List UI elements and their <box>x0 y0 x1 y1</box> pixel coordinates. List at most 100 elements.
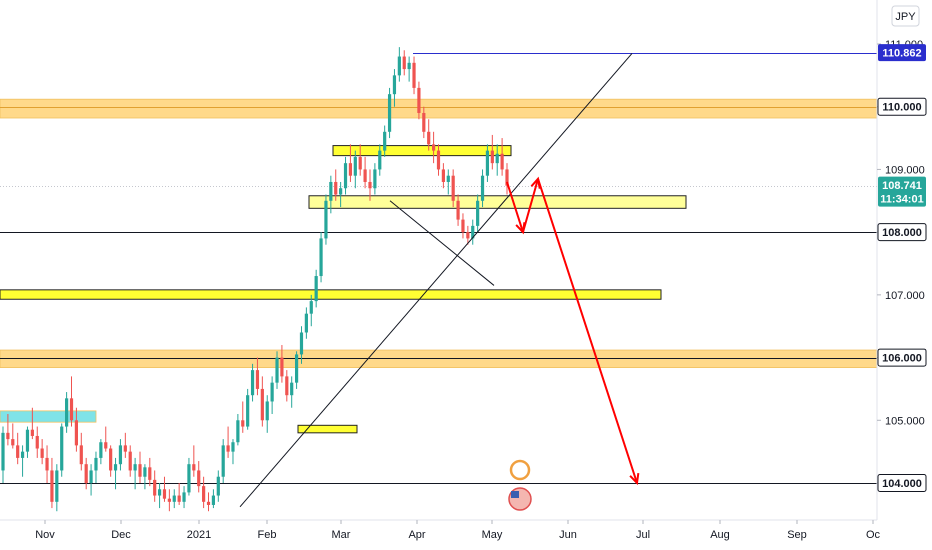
candle <box>466 225 470 245</box>
candle-body <box>182 492 186 502</box>
candle-body <box>94 457 98 471</box>
candle <box>221 439 225 483</box>
candle-body <box>109 448 113 471</box>
candle-body <box>334 181 338 195</box>
candle-body <box>348 163 353 176</box>
candle-body <box>60 426 64 471</box>
candle <box>334 169 338 201</box>
badge-level-104: 104.000 <box>877 474 927 492</box>
candle <box>206 492 211 512</box>
candle-body <box>123 445 127 452</box>
candle <box>294 351 299 389</box>
candle-body <box>427 131 431 145</box>
candle <box>118 439 123 471</box>
candle-body <box>167 498 171 502</box>
candle-body <box>402 56 406 70</box>
candle-body <box>157 489 162 496</box>
candle <box>216 470 220 502</box>
candle <box>378 144 382 176</box>
price-tick-label: 109.000 <box>885 164 925 176</box>
candle-body <box>246 395 250 427</box>
candle <box>451 169 455 208</box>
candle-body <box>231 442 235 452</box>
candle <box>412 56 416 95</box>
time-tick-label: Jun <box>559 529 577 541</box>
candle <box>436 144 441 176</box>
time-tick-label: Oc <box>866 529 881 541</box>
candle-body <box>99 442 103 458</box>
candle <box>461 213 465 239</box>
candle <box>74 407 78 452</box>
candle <box>153 470 157 502</box>
candle <box>35 426 39 458</box>
badge-price: 104.000 <box>882 478 922 490</box>
time-axis[interactable]: Nov Dec 2021 Feb Mar Apr May Jun Jul Aug Sep Oc <box>35 520 881 541</box>
candle-body <box>133 464 137 471</box>
candle <box>432 131 436 164</box>
candle-body <box>40 448 44 458</box>
price-badges: 110.862 110.000 108.741 11:34:01 108.000 106.… <box>877 44 927 492</box>
candle-body <box>280 357 284 377</box>
candle <box>226 426 230 458</box>
candle <box>407 56 411 82</box>
badge-box <box>877 348 927 367</box>
candle <box>65 392 69 433</box>
candle <box>143 464 147 490</box>
badge-level-108: 108.000 <box>877 223 927 242</box>
candle-body <box>197 470 201 487</box>
candle-body <box>84 464 88 483</box>
candle <box>133 457 137 490</box>
zone-105-1 <box>0 410 97 423</box>
badge-price: 106.000 <box>882 353 922 365</box>
candle <box>368 169 372 201</box>
candle-body <box>397 56 401 76</box>
candle <box>45 445 49 483</box>
currency-tag[interactable]: JPY <box>891 5 920 27</box>
candle-body <box>202 486 206 502</box>
candle-body <box>490 150 494 164</box>
badge-high: 110.862 <box>878 44 926 62</box>
candle-body <box>265 401 269 421</box>
candle <box>285 370 289 402</box>
time-tick-label: Sep <box>787 529 807 541</box>
candle <box>446 169 450 195</box>
badge-box <box>877 474 927 492</box>
candle <box>157 483 162 509</box>
zone-108-5 <box>308 195 687 209</box>
candle <box>373 163 377 195</box>
candle-body <box>11 439 15 446</box>
candle <box>348 144 353 182</box>
candle-body <box>211 495 216 505</box>
candle <box>505 163 509 195</box>
badge-box <box>878 44 926 62</box>
candle-body <box>241 420 245 427</box>
currency-tag-box <box>891 5 920 27</box>
projection-drop-2-arrowhead <box>629 472 640 486</box>
candle-body <box>216 476 220 496</box>
candle-body <box>113 464 118 471</box>
currency-label: JPY <box>895 11 916 23</box>
candle <box>16 432 20 465</box>
candle-body <box>446 175 450 182</box>
logo-ring-icon <box>509 459 531 481</box>
candle-body <box>20 451 25 458</box>
candle-body <box>480 175 485 201</box>
candle <box>422 106 426 139</box>
candle <box>485 144 490 182</box>
time-tick-label: 2021 <box>187 529 211 541</box>
candle-body <box>45 457 49 471</box>
candle-body <box>392 75 397 95</box>
time-tick-label: Feb <box>258 529 277 541</box>
candle <box>84 457 88 490</box>
badge-level-106: 106.000 <box>877 348 927 367</box>
candle <box>329 175 333 214</box>
candle-body <box>236 420 240 443</box>
candle <box>1 426 5 483</box>
zone-109-3 <box>332 145 512 157</box>
candle <box>236 414 240 446</box>
candle-body <box>65 398 69 427</box>
projection-drop-2-line <box>537 178 638 484</box>
candle-body <box>358 156 362 170</box>
